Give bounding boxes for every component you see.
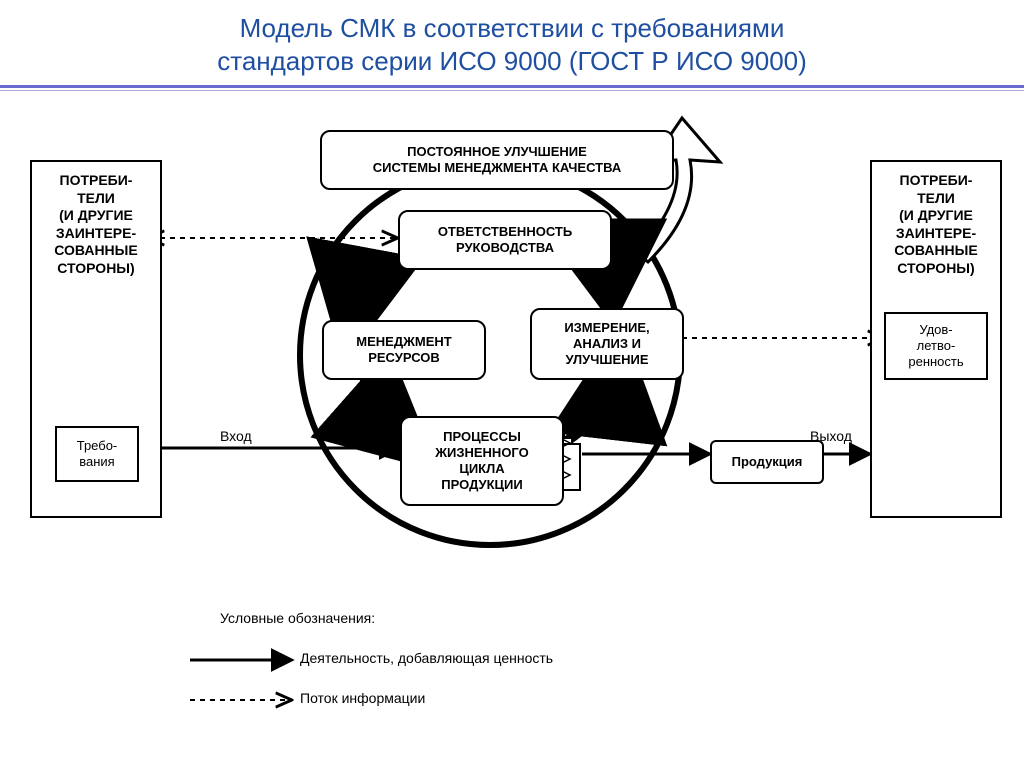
- node-responsibility: ОТВЕТСТВЕННОСТЬ РУКОВОДСТВА: [398, 210, 612, 270]
- box-requirements: Требо- вания: [55, 426, 139, 482]
- banner-improvement: ПОСТОЯННОЕ УЛУЧШЕНИЕ СИСТЕМЫ МЕНЕДЖМЕНТА…: [320, 130, 674, 190]
- legend-dashed-label: Поток информации: [300, 690, 425, 706]
- node-responsibility-label: ОТВЕТСТВЕННОСТЬ РУКОВОДСТВА: [438, 224, 572, 257]
- box-requirements-label: Требо- вания: [77, 438, 118, 471]
- node-product: Продукция: [710, 440, 824, 484]
- node-measurement: ИЗМЕРЕНИЕ, АНАЛИЗ И УЛУЧШЕНИЕ: [530, 308, 684, 380]
- box-satisfaction-label: Удов- летво- ренность: [908, 322, 963, 371]
- node-lifecycle-label: ПРОЦЕССЫ ЖИЗНЕННОГО ЦИКЛА ПРОДУКЦИИ: [435, 429, 529, 494]
- banner-improvement-label: ПОСТОЯННОЕ УЛУЧШЕНИЕ СИСТЕМЫ МЕНЕДЖМЕНТА…: [373, 144, 621, 177]
- box-consumers-left-label: ПОТРЕБИ- ТЕЛИ (И ДРУГИЕ ЗАИНТЕРЕ- СОВАНН…: [54, 172, 137, 277]
- node-resources-label: МЕНЕДЖМЕНТ РЕСУРСОВ: [356, 334, 451, 367]
- node-product-label: Продукция: [732, 454, 803, 470]
- box-consumers-right-label: ПОТРЕБИ- ТЕЛИ (И ДРУГИЕ ЗАИНТЕРЕ- СОВАНН…: [894, 172, 977, 277]
- box-satisfaction: Удов- летво- ренность: [884, 312, 988, 380]
- label-output: Выход: [810, 428, 852, 444]
- node-lifecycle: ПРОЦЕССЫ ЖИЗНЕННОГО ЦИКЛА ПРОДУКЦИИ: [400, 416, 564, 506]
- node-resources: МЕНЕДЖМЕНТ РЕСУРСОВ: [322, 320, 486, 380]
- label-input: Вход: [220, 428, 252, 444]
- node-measurement-label: ИЗМЕРЕНИЕ, АНАЛИЗ И УЛУЧШЕНИЕ: [564, 320, 649, 369]
- legend-title: Условные обозначения:: [220, 610, 375, 626]
- legend-solid-label: Деятельность, добавляющая ценность: [300, 650, 553, 666]
